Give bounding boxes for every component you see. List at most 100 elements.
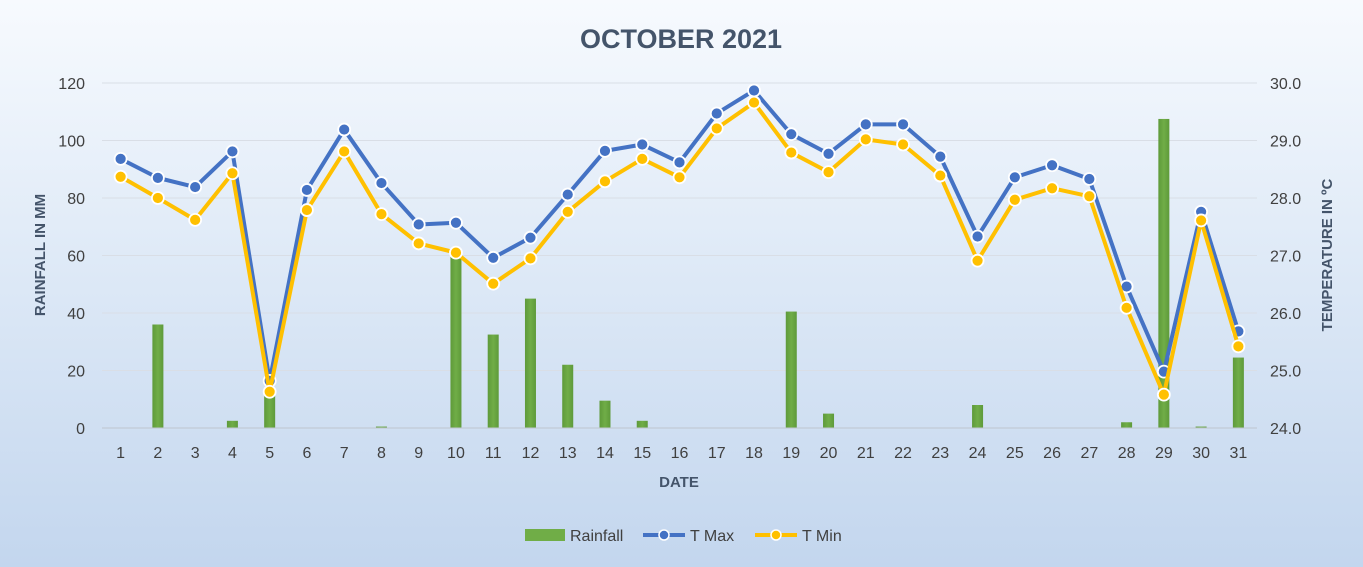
data-point (523, 230, 538, 245)
data-point (672, 170, 687, 185)
x-axis-title: DATE (659, 474, 699, 491)
legend-marker (658, 529, 670, 541)
x-tick-label: 13 (559, 445, 577, 462)
data-point (1119, 300, 1134, 315)
x-tick-label: 24 (969, 445, 987, 462)
rainfall-bar (1121, 422, 1133, 428)
data-point (858, 132, 873, 147)
x-tick-label: 31 (1229, 445, 1247, 462)
data-point (933, 168, 948, 183)
x-tick-label: 7 (340, 445, 349, 462)
data-point (1045, 158, 1059, 173)
series-t-max (113, 83, 1246, 388)
series-line (119, 88, 1241, 383)
data-point (374, 207, 389, 222)
rainfall-bar (450, 252, 462, 428)
legend-label: T Max (690, 528, 734, 545)
data-point (560, 187, 575, 202)
right-tick-label: 30.0 (1270, 76, 1301, 93)
x-tick-label: 14 (596, 445, 614, 462)
rainfall-bars (152, 118, 1244, 428)
data-point (225, 144, 240, 159)
series-line (119, 100, 1241, 397)
legend-item: T Max (643, 528, 734, 545)
data-point (486, 276, 501, 291)
x-tick-label: 12 (522, 445, 540, 462)
data-point (598, 143, 612, 158)
x-tick-label: 6 (302, 445, 311, 462)
data-point (821, 146, 836, 161)
legend-label: Rainfall (570, 528, 623, 545)
data-point (523, 251, 538, 266)
left-tick-label: 20 (67, 364, 85, 381)
x-tick-label: 30 (1192, 445, 1210, 462)
data-point (337, 144, 352, 159)
x-tick-label: 10 (447, 445, 465, 462)
right-tick-label: 27.0 (1270, 249, 1301, 266)
data-point (560, 204, 575, 219)
data-point (709, 106, 724, 121)
data-point (486, 250, 501, 265)
x-tick-label: 9 (414, 445, 423, 462)
data-point (784, 145, 799, 160)
data-point (1156, 387, 1171, 402)
data-point (300, 203, 314, 217)
data-point (188, 180, 203, 194)
x-tick-label: 16 (671, 445, 689, 462)
legend-swatch (525, 529, 565, 541)
data-point (1045, 181, 1059, 196)
data-point (970, 229, 985, 244)
data-point (933, 149, 948, 164)
data-point (821, 165, 836, 180)
rainfall-bar (524, 298, 536, 428)
x-tick-label: 21 (857, 445, 875, 462)
legend-item: T Min (755, 528, 842, 545)
data-point (747, 95, 761, 110)
rainfall-bar (1195, 426, 1207, 428)
data-point (150, 191, 165, 205)
x-tick-label: 25 (1006, 445, 1024, 462)
x-tick-label: 20 (820, 445, 838, 462)
rainfall-bar (972, 405, 984, 428)
data-point (300, 183, 314, 197)
left-tick-label: 40 (67, 306, 85, 323)
temperature-lines (113, 83, 1246, 402)
rainfall-bar (375, 426, 387, 428)
right-axis-ticks: 24.0 25.0 26.0 27.0 28.0 29.0 30.0 (1270, 76, 1301, 438)
right-tick-label: 29.0 (1270, 134, 1301, 151)
x-tick-label: 1 (116, 445, 125, 462)
right-tick-label: 24.0 (1270, 421, 1301, 438)
data-point (113, 169, 128, 184)
data-point (1194, 213, 1209, 228)
left-axis-title: RAINFALL IN MM (32, 194, 49, 316)
data-point (411, 217, 426, 232)
x-axis-ticks: 1 2 3 4 5 6 7 8 9 10 11 12 13 14 15 16 17 18 19 20 21 22 23 24 2… (116, 445, 1247, 462)
rainfall-bar (226, 420, 238, 428)
x-tick-label: 8 (377, 445, 386, 462)
x-tick-label: 2 (153, 445, 162, 462)
legend-label: T Min (802, 528, 842, 545)
data-point (1082, 189, 1097, 204)
data-point (1007, 192, 1022, 207)
x-tick-label: 5 (265, 445, 274, 462)
data-point (188, 212, 203, 227)
data-point (449, 215, 463, 230)
rainfall-bar (487, 334, 499, 428)
x-tick-label: 3 (191, 445, 200, 462)
left-tick-label: 80 (67, 191, 85, 208)
data-point (709, 121, 724, 136)
rainfall-bar (152, 324, 164, 428)
data-point (896, 117, 910, 132)
data-point (337, 122, 352, 137)
left-tick-label: 0 (76, 421, 85, 438)
data-point (1007, 170, 1022, 185)
left-tick-label: 100 (58, 134, 85, 151)
x-tick-label: 19 (782, 445, 800, 462)
data-point (150, 170, 165, 185)
data-point (449, 245, 463, 260)
chart-title: OCTOBER 2021 (580, 24, 782, 54)
data-point (598, 174, 612, 189)
data-point (113, 151, 128, 166)
